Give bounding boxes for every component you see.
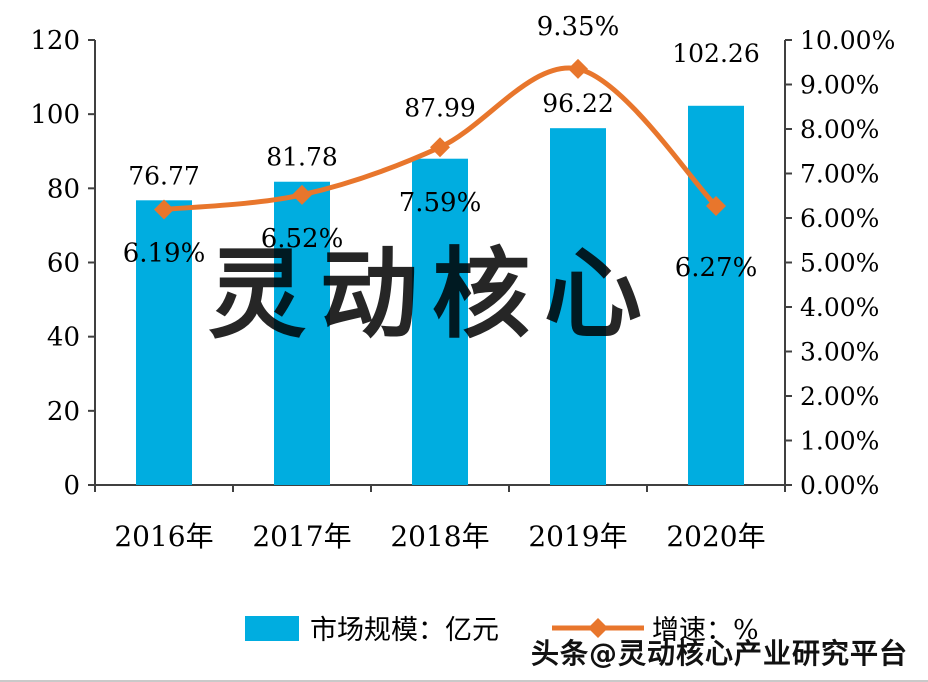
legend (245, 616, 644, 641)
line-marker-2016年 (154, 199, 174, 220)
left-axis-tick-label: 40 (47, 323, 80, 353)
bar-2017年 (274, 181, 330, 486)
right-axis-tick-label: 6.00% (800, 204, 879, 233)
right-axis-tick-label: 3.00% (800, 338, 879, 367)
source-credit: 头条@灵动核心产业研究平台 (530, 637, 908, 670)
x-axis-label: 2016年 (114, 520, 213, 553)
right-axis-tick-label: 10.00% (800, 26, 895, 55)
growth-value-label: 7.59% (399, 188, 482, 218)
growth-value-label: 6.19% (123, 239, 206, 269)
bar-2019年 (550, 128, 606, 485)
x-axis-label: 2019年 (528, 520, 627, 553)
bar-2018年 (412, 158, 468, 486)
legend-bar-label: 市场规模：亿元 (310, 615, 499, 646)
left-axis-tick-label: 120 (30, 26, 80, 56)
growth-rate-line (163, 65, 718, 213)
legend-line-marker (588, 618, 608, 638)
line-marker-2020年 (706, 195, 726, 216)
x-axis-label: 2020年 (666, 520, 765, 553)
x-axis-label: 2018年 (390, 520, 489, 553)
bar-value-label: 102.26 (672, 39, 759, 68)
x-axis-label: 2017年 (252, 520, 351, 553)
growth-value-label: 6.52% (261, 224, 344, 254)
bar-value-label: 76.77 (128, 161, 200, 190)
right-axis-tick-label: 4.00% (800, 293, 879, 322)
left-axis-tick-label: 60 (47, 249, 80, 279)
left-axis-tick-label: 0 (63, 471, 80, 501)
right-axis-tick-label: 1.00% (800, 427, 879, 456)
line-marker-2018年 (430, 137, 450, 158)
left-axis-tick-label: 100 (30, 100, 80, 130)
bar-2020年 (688, 105, 744, 486)
left-axis-tick-label: 20 (47, 397, 80, 427)
watermark-text: 灵动核心 (208, 237, 656, 352)
line-marker-2019年 (568, 58, 588, 79)
bar-2016年 (136, 200, 192, 485)
right-axis-tick-label: 0.00% (800, 471, 879, 500)
right-axis-tick-label: 5.00% (800, 249, 879, 278)
bar-value-label: 81.78 (266, 143, 338, 172)
bar-value-label: 87.99 (404, 94, 476, 123)
left-axis-tick-label: 80 (47, 174, 80, 204)
legend-bar-swatch (245, 616, 299, 641)
right-axis-tick-label: 7.00% (800, 160, 879, 189)
line-marker-2017年 (292, 184, 312, 205)
right-axis-tick-label: 8.00% (800, 115, 879, 144)
right-axis-tick-label: 2.00% (800, 382, 879, 411)
bar-value-label: 96.22 (542, 89, 614, 118)
legend-line-label: 增速：% (652, 615, 759, 646)
right-axis-tick-label: 9.00% (800, 71, 879, 100)
growth-value-label: 9.35% (537, 12, 620, 42)
growth-value-label: 6.27% (675, 253, 758, 283)
